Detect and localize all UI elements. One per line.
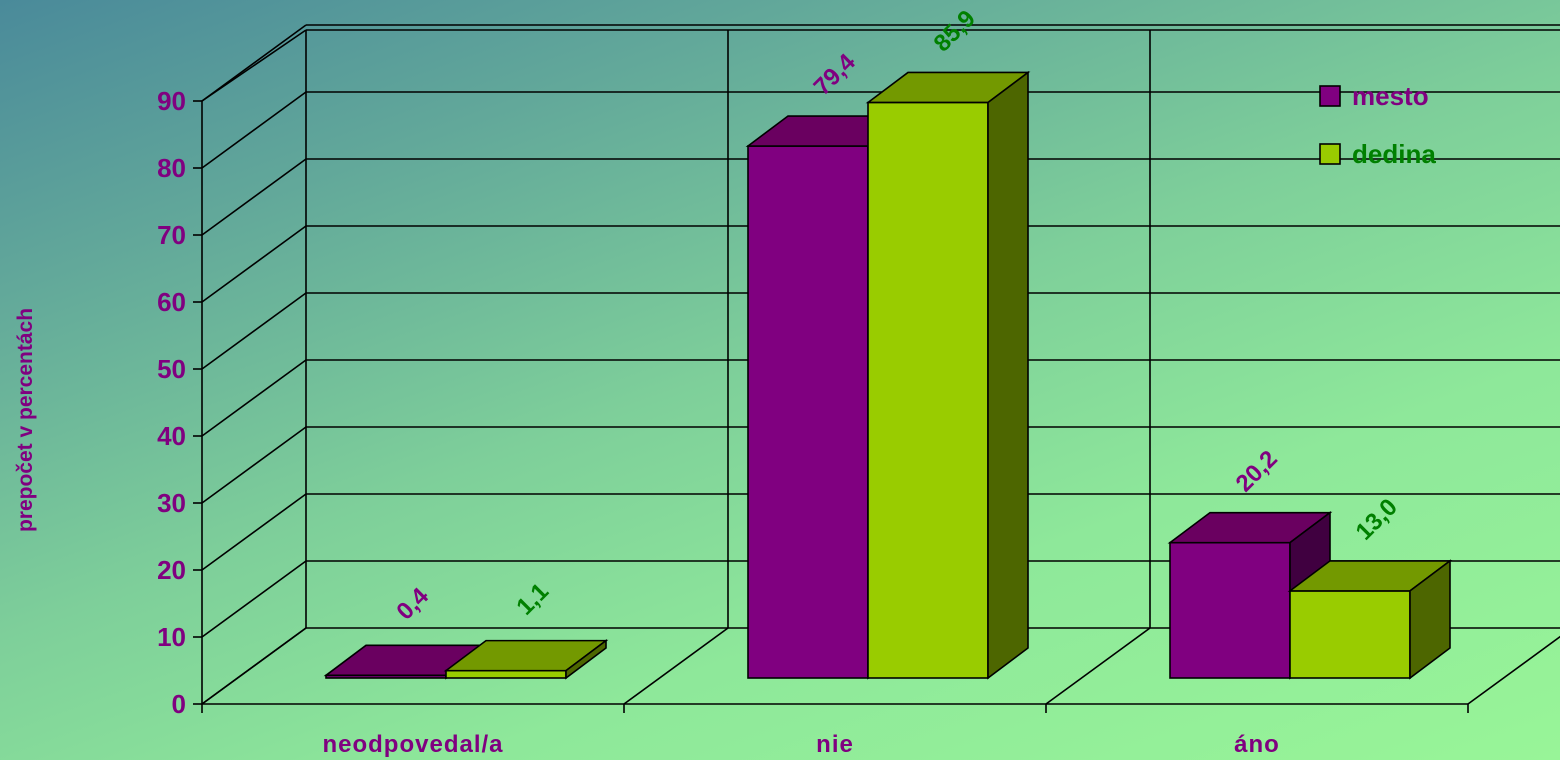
data-label-dedina: 85,9 (929, 5, 981, 57)
data-label-mesto: 79,4 (809, 48, 862, 101)
floor-divider (1045, 627, 1151, 705)
data-label-mesto: 0,4 (391, 582, 434, 625)
legend-label-mesto: mesto (1352, 81, 1429, 111)
y-tick-label: 10 (157, 622, 186, 652)
bars (323, 70, 1453, 680)
bar-side-dedina (565, 639, 607, 680)
y-tick-label: 80 (157, 153, 186, 183)
side-wall-line (201, 225, 307, 303)
legend-swatch-dedina (1319, 143, 1341, 165)
data-label-dedina: 13,0 (1351, 494, 1403, 546)
bar-side-dedina (1409, 559, 1451, 680)
y-tick-label: 40 (157, 421, 186, 451)
side-wall-line (201, 359, 307, 437)
bar-side-dedina (987, 70, 1029, 680)
legend-swatch-mesto (1319, 85, 1341, 107)
side-wall-line (201, 560, 307, 638)
side-wall-line (201, 292, 307, 370)
bar-front-dedina (1289, 590, 1411, 679)
legend: mesto dedina (1319, 81, 1436, 169)
side-wall-line (201, 158, 307, 236)
side-wall-line (201, 91, 307, 169)
bar-front-dedina (867, 101, 989, 679)
side-wall-line (201, 493, 307, 571)
data-label-mesto: 20,2 (1231, 445, 1283, 497)
x-category-label: neodpovedal/a (322, 731, 503, 758)
x-category-label: áno (1234, 731, 1280, 758)
y-tick-label: 20 (157, 555, 186, 585)
y-tick-label: 30 (157, 488, 186, 518)
legend-label-dedina: dedina (1352, 139, 1436, 169)
side-wall-line (201, 426, 307, 504)
y-tick-label: 50 (157, 354, 186, 384)
bar-front-mesto (1169, 541, 1291, 679)
x-category-label: nie (816, 731, 854, 758)
bar-front-mesto (747, 145, 869, 679)
bar-front-dedina (445, 669, 567, 679)
y-tick-label: 60 (157, 287, 186, 317)
y-tick-label: 90 (157, 86, 186, 116)
y-tick-label: 0 (172, 689, 186, 719)
y-tick-label: 70 (157, 220, 186, 250)
floor-divider (1467, 635, 1560, 705)
floor-divider (623, 627, 729, 705)
floor-divider (201, 627, 307, 705)
side-wall-top (201, 29, 307, 102)
data-label-dedina: 1,1 (511, 578, 554, 621)
